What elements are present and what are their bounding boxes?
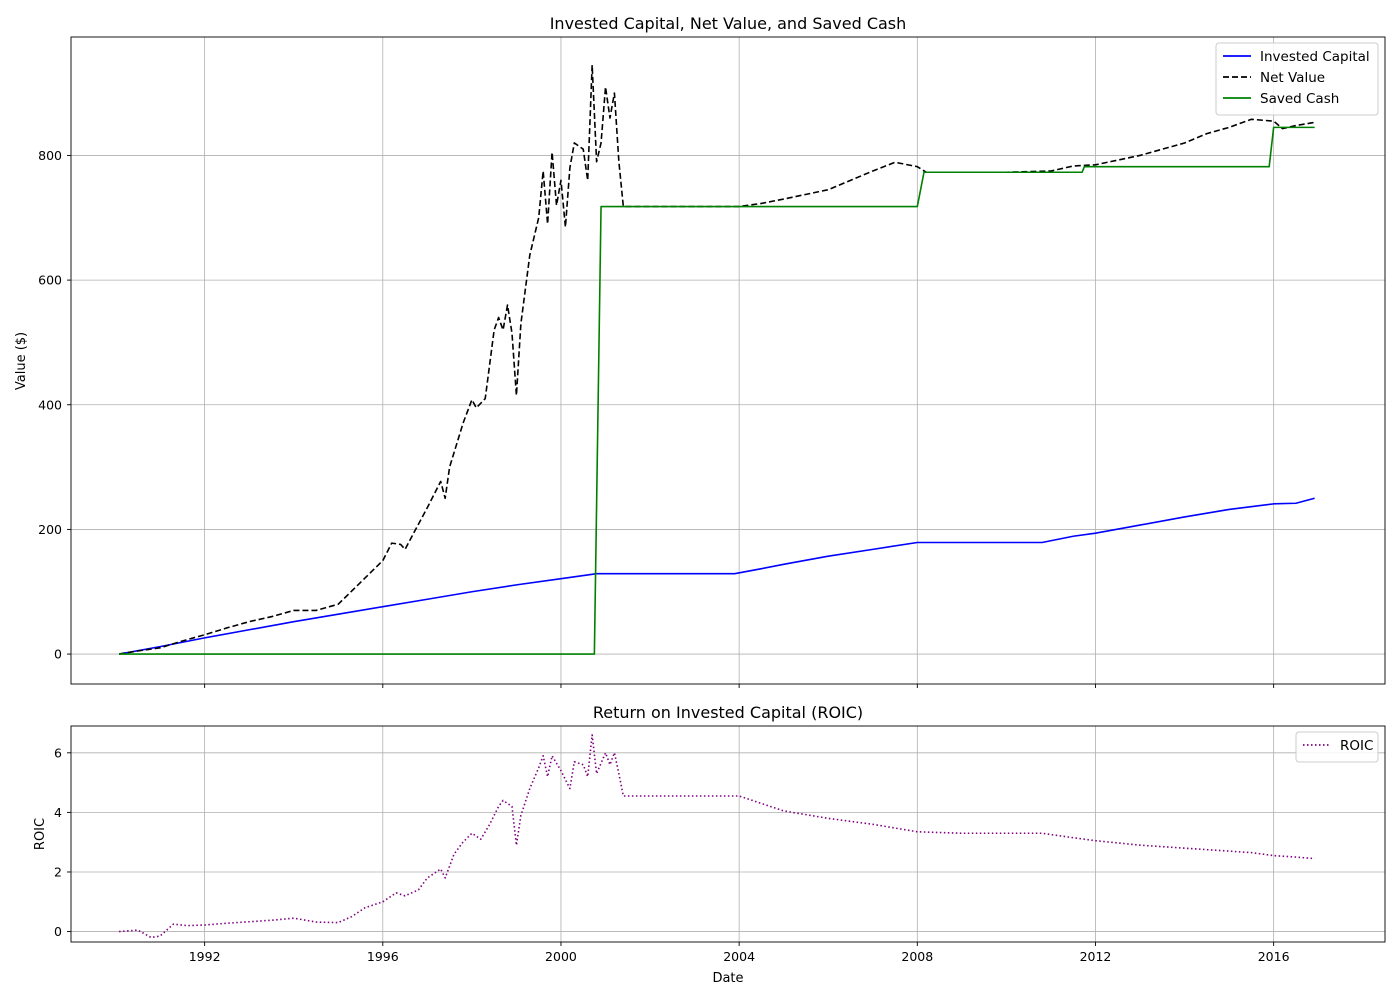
chart-bottom-title: Return on Invested Capital (ROIC) <box>593 703 863 722</box>
series-line-net-value <box>118 64 1315 655</box>
legend: Invested Capital Net Value Saved Cash <box>1215 42 1379 116</box>
y-tick-label: 0 <box>54 647 62 662</box>
y-tick-label: 6 <box>54 745 62 760</box>
legend-entry: ROIC <box>1340 738 1373 754</box>
series-line-invested-capital <box>118 497 1315 655</box>
x-tick-label: 2012 <box>1080 949 1112 964</box>
y-tick-label: 0 <box>54 924 62 939</box>
y-tick-label: 800 <box>38 148 62 163</box>
chart-bottom-ylabel: ROIC <box>33 818 48 850</box>
legend-entry: Invested Capital <box>1260 49 1370 65</box>
series-line-roic <box>119 734 1315 939</box>
y-tick-label: 400 <box>38 397 62 412</box>
axes-frame <box>70 725 1386 943</box>
series-line-saved-cash <box>119 126 1315 655</box>
y-tick-label: 2 <box>54 864 62 879</box>
y-tick-label: 4 <box>54 805 62 820</box>
chart-bottom-xlabel: Date <box>712 971 743 986</box>
axes-frame <box>70 36 1386 685</box>
y-tick-label: 600 <box>38 273 62 288</box>
x-tick-label: 2016 <box>1258 949 1290 964</box>
chart-top-title: Invested Capital, Net Value, and Saved C… <box>550 14 907 33</box>
chart-bottom: Return on Invested Capital (ROIC) ROIC D… <box>33 703 1386 986</box>
x-tick-label: 1992 <box>189 949 221 964</box>
legend: ROIC <box>1295 731 1379 763</box>
legend-entry: Saved Cash <box>1260 91 1339 107</box>
x-tick-label: 2004 <box>723 949 755 964</box>
chart-top-ylabel: Value ($) <box>14 332 29 390</box>
y-tick-label: 200 <box>38 522 62 537</box>
x-tick-label: 2008 <box>901 949 933 964</box>
x-tick-label: 1996 <box>367 949 399 964</box>
x-tick-label: 2000 <box>545 949 577 964</box>
chart-top: Invested Capital, Net Value, and Saved C… <box>14 14 1386 688</box>
legend-entry: Net Value <box>1260 70 1325 86</box>
